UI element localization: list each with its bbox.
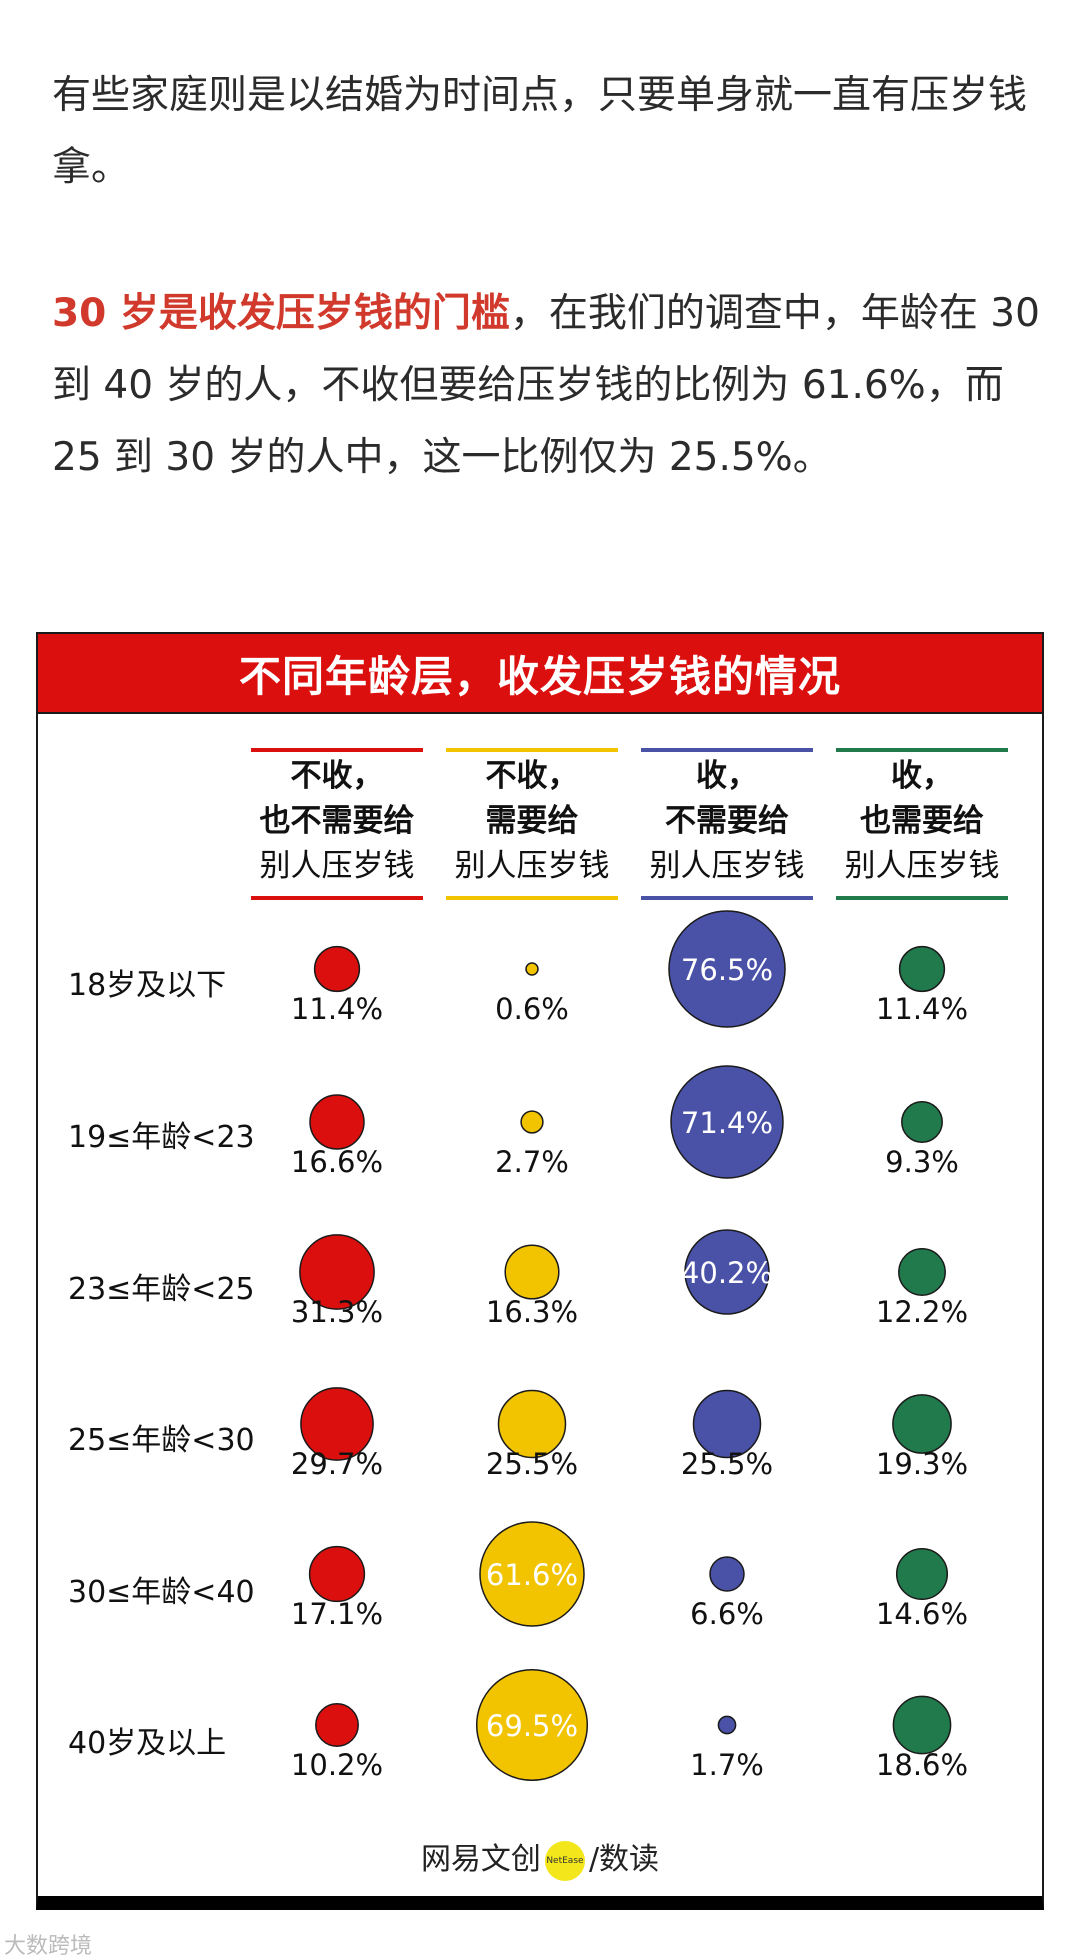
bubble-2-2	[684, 1229, 770, 1315]
finding-text: ，在我们的调查中，年龄在 30 到 40 岁的人，不收但要给压岁钱的比例为 61…	[52, 291, 1040, 480]
value-label-1-1: 2.7%	[495, 1145, 569, 1179]
column-header-line1: 不收，	[290, 758, 384, 794]
bubble-0-1	[525, 962, 539, 976]
netease-badge-icon: NetEase	[544, 1840, 585, 1881]
watermark: 大数跨境	[4, 1934, 93, 1959]
value-label-0-1: 0.6%	[495, 992, 569, 1026]
row-label-19-23: 19≤年龄<23	[68, 1120, 255, 1155]
finding-paragraph: 30 岁是收发压岁钱的门槛，在我们的调查中，年龄在 30 到 40 岁的人，不收…	[52, 278, 1042, 494]
value-label-4-0: 17.1%	[291, 1597, 383, 1631]
row-label-25-30: 25≤年龄<30	[68, 1423, 255, 1458]
column-header-line3: 别人压岁钱	[649, 848, 805, 884]
value-label-3-0: 29.7%	[291, 1447, 383, 1481]
value-label-5-2: 1.7%	[690, 1748, 764, 1782]
column-header-line2: 也不需要给	[259, 803, 415, 839]
bubble-3-2	[692, 1389, 762, 1459]
column-rule-bottom	[446, 896, 618, 900]
value-label-0-0: 11.4%	[291, 992, 383, 1026]
bubble-4-1	[479, 1521, 585, 1627]
column-rule-top	[641, 748, 813, 752]
value-label-2-3: 12.2%	[876, 1295, 968, 1329]
logo-right-text: 数读	[599, 1842, 660, 1877]
bubble-2-1	[504, 1244, 560, 1300]
column-header-receive-give: 收， 也需要给 别人压岁钱	[836, 748, 1008, 900]
row-label-18-and-under: 18岁及以下	[68, 968, 227, 1003]
column-header-line2: 需要给	[485, 803, 579, 839]
chart-card: 不同年龄层，收发压岁钱的情况 不收， 也不需要给 别人压岁钱 不收， 需要给 别…	[36, 632, 1044, 1910]
value-label-5-3: 18.6%	[876, 1748, 968, 1782]
column-header-line3: 别人压岁钱	[454, 848, 610, 884]
bubble-1-3	[901, 1101, 943, 1143]
bubble-5-0	[315, 1703, 359, 1747]
bubble-2-3	[898, 1248, 946, 1296]
column-rule-bottom	[641, 896, 813, 900]
value-label-1-2: 71.4%	[681, 1106, 773, 1140]
intro-paragraph: 有些家庭则是以结婚为时间点，只要单身就一直有压岁钱拿。	[52, 60, 1042, 204]
bubble-3-3	[892, 1394, 952, 1454]
column-header-no-receive-give: 不收， 需要给 别人压岁钱	[446, 748, 618, 900]
value-label-2-0: 31.3%	[291, 1295, 383, 1329]
bubble-5-3	[892, 1695, 952, 1755]
publisher-logo: 网易文创 NetEase/数读	[38, 1834, 1042, 1881]
logo-left-text: 网易文创	[420, 1842, 541, 1877]
logo-slash: /	[588, 1842, 600, 1877]
bubble-grid: 11.4% 0.6% 76.5% 11.4% 16.6% 2.7% 71.4% 9.3% 31.…	[291, 910, 968, 1782]
value-label-4-3: 14.6%	[876, 1597, 968, 1631]
value-label-0-3: 11.4%	[876, 992, 968, 1026]
bubble-5-1	[475, 1668, 589, 1782]
value-label-0-2: 76.5%	[681, 953, 773, 987]
value-label-3-1: 25.5%	[486, 1447, 578, 1481]
column-rule-top	[251, 748, 423, 752]
value-label-4-1: 61.6%	[486, 1558, 578, 1592]
value-label-4-2: 6.6%	[690, 1597, 764, 1631]
row-label-23-25: 23≤年龄<25	[68, 1272, 255, 1307]
column-rule-top	[836, 748, 1008, 752]
row-label-30-40: 30≤年龄<40	[68, 1575, 255, 1610]
bubble-1-0	[309, 1094, 365, 1150]
bubble-4-3	[895, 1547, 949, 1601]
bubble-0-3	[898, 945, 946, 993]
column-header-line2: 也需要给	[860, 803, 984, 839]
bubble-3-1	[497, 1389, 567, 1459]
column-header-line3: 别人压岁钱	[259, 848, 415, 884]
bubble-4-0	[308, 1545, 366, 1603]
bubble-4-2	[709, 1556, 745, 1592]
column-header-line3: 别人压岁钱	[844, 848, 1000, 884]
finding-highlight: 30 岁是收发压岁钱的门槛	[52, 291, 510, 336]
bubble-1-2	[670, 1065, 784, 1179]
bubble-0-0	[313, 945, 361, 993]
row-label-40-and-over: 40岁及以上	[68, 1726, 227, 1761]
intro-text: 有些家庭则是以结婚为时间点，只要单身就一直有压岁钱拿。	[52, 73, 1028, 190]
bubble-5-2	[717, 1715, 737, 1735]
column-rule-top	[446, 748, 618, 752]
value-label-1-3: 9.3%	[885, 1145, 959, 1179]
column-rule-bottom	[836, 896, 1008, 900]
bubble-1-1	[520, 1110, 544, 1134]
value-label-1-0: 16.6%	[291, 1145, 383, 1179]
column-header-line1: 收，	[696, 758, 758, 794]
bubble-0-2	[668, 910, 786, 1028]
value-label-2-1: 16.3%	[486, 1295, 578, 1329]
column-header-line2: 不需要给	[665, 803, 789, 839]
value-label-5-1: 69.5%	[486, 1709, 578, 1743]
column-header-line1: 收，	[891, 758, 953, 794]
column-rule-bottom	[251, 896, 423, 900]
column-header-no-receive-no-give: 不收， 也不需要给 别人压岁钱	[251, 748, 423, 900]
column-header-line1: 不收，	[485, 758, 579, 794]
value-label-5-0: 10.2%	[291, 1748, 383, 1782]
column-header-receive-no-give: 收， 不需要给 别人压岁钱	[641, 748, 813, 900]
value-label-2-2: 40.2%	[681, 1256, 773, 1290]
bubble-2-0	[299, 1234, 375, 1310]
value-label-3-3: 19.3%	[876, 1447, 968, 1481]
chart-title: 不同年龄层，收发压岁钱的情况	[38, 634, 1042, 714]
value-label-3-2: 25.5%	[681, 1447, 773, 1481]
bubble-3-0	[300, 1387, 374, 1461]
